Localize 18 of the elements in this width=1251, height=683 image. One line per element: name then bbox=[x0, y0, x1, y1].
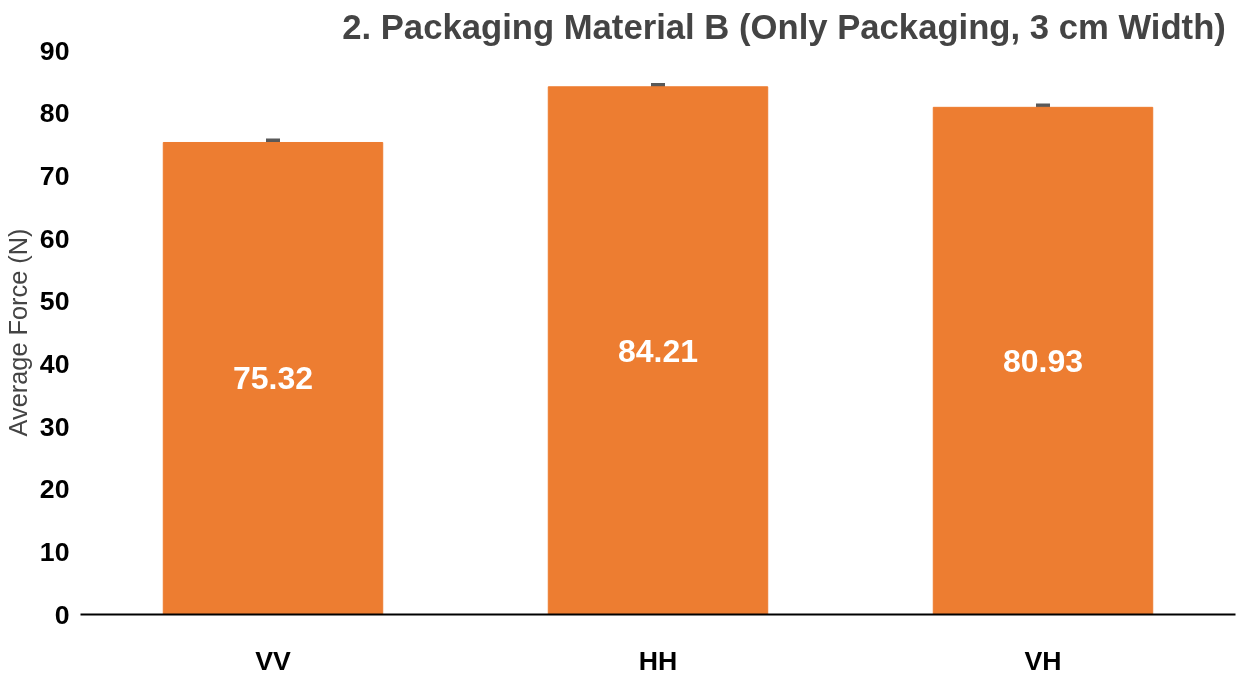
data-label: 75.32 bbox=[232, 360, 314, 397]
data-label: 84.21 bbox=[617, 332, 699, 369]
x-tick-label: VV bbox=[255, 645, 291, 676]
y-tick-label: 90 bbox=[39, 35, 70, 66]
y-tick-label: 30 bbox=[39, 411, 70, 442]
x-tick-label: VH bbox=[1024, 645, 1062, 676]
data-label: 80.93 bbox=[1002, 342, 1084, 379]
x-tick-label: HH bbox=[638, 645, 678, 676]
y-tick-label: 60 bbox=[39, 223, 70, 254]
y-axis-title: Average Force (N) bbox=[3, 228, 32, 437]
y-tick-label: 80 bbox=[39, 98, 70, 129]
y-tick-label: 10 bbox=[39, 536, 70, 567]
chart-title: 2. Packaging Material B (Only Packaging, 3 cm Width) bbox=[342, 7, 1226, 46]
y-tick-label: 50 bbox=[39, 286, 70, 317]
y-tick-label: 70 bbox=[39, 160, 70, 191]
y-tick-label: 0 bbox=[54, 599, 70, 630]
y-tick-label: 40 bbox=[39, 348, 70, 379]
y-tick-label: 20 bbox=[39, 474, 70, 505]
